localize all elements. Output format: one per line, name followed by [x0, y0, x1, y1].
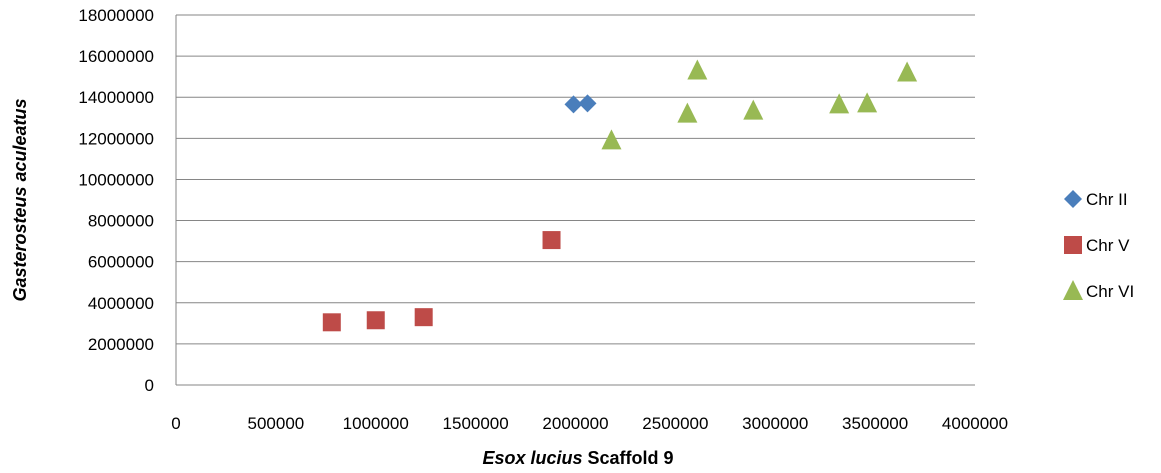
- y-tick-label: 14000000: [78, 88, 154, 107]
- data-point-square: [322, 313, 341, 332]
- data-point-triangle: [743, 99, 764, 120]
- axes: [175, 15, 975, 386]
- data-point-triangle: [829, 93, 850, 114]
- legend-marker-square: [1064, 236, 1082, 254]
- x-tick-label: 500000: [248, 414, 305, 433]
- y-tick-label: 6000000: [88, 253, 154, 272]
- data-points: [322, 59, 918, 332]
- x-tick-label: 0: [171, 414, 180, 433]
- data-point-diamond: [564, 95, 583, 114]
- legend-label: Chr II: [1086, 190, 1128, 209]
- x-tick-label: 4000000: [942, 414, 1008, 433]
- x-tick-label: 1000000: [343, 414, 409, 433]
- y-tick-label: 12000000: [78, 129, 154, 148]
- data-point-triangle: [857, 92, 878, 113]
- legend-marker-diamond: [1064, 190, 1082, 208]
- y-tick-label: 16000000: [78, 47, 154, 66]
- data-point-diamond: [578, 94, 597, 113]
- data-point-square: [542, 231, 561, 250]
- x-tick-labels: 0 500000 1000000 1500000 2000000 2500000 30000…: [171, 414, 1008, 433]
- y-tick-label: 2000000: [88, 335, 154, 354]
- x-tick-label: 2000000: [542, 414, 608, 433]
- legend-marker-triangle: [1063, 280, 1083, 300]
- gridlines: [176, 14, 975, 345]
- data-point-triangle: [601, 129, 622, 150]
- x-tick-label: 3000000: [742, 414, 808, 433]
- y-tick-label: 8000000: [88, 212, 154, 231]
- legend-label: Chr V: [1086, 236, 1130, 255]
- legend: Chr II Chr V Chr VI: [1063, 190, 1134, 301]
- data-point-triangle: [897, 61, 918, 82]
- y-tick-label: 18000000: [78, 6, 154, 25]
- y-axis-title: Gasterosteus aculeatus: [10, 98, 30, 301]
- x-tick-label: 3500000: [842, 414, 908, 433]
- data-point-square: [414, 308, 433, 327]
- y-tick-label: 0: [145, 376, 154, 395]
- y-tick-label: 4000000: [88, 294, 154, 313]
- legend-label: Chr VI: [1086, 282, 1134, 301]
- data-point-triangle: [677, 102, 698, 123]
- data-point-square: [366, 311, 385, 330]
- y-tick-label: 10000000: [78, 170, 154, 189]
- x-axis-title-species: Esox lucius: [482, 448, 582, 468]
- x-tick-label: 1500000: [443, 414, 509, 433]
- x-axis-title-scaffold: Scaffold 9: [583, 448, 674, 468]
- y-tick-labels: 0 2000000 4000000 6000000 8000000 10000000 120…: [78, 6, 154, 395]
- data-point-triangle: [687, 59, 708, 80]
- x-tick-label: 2500000: [642, 414, 708, 433]
- x-axis-title: Esox lucius Scaffold 9: [482, 448, 673, 468]
